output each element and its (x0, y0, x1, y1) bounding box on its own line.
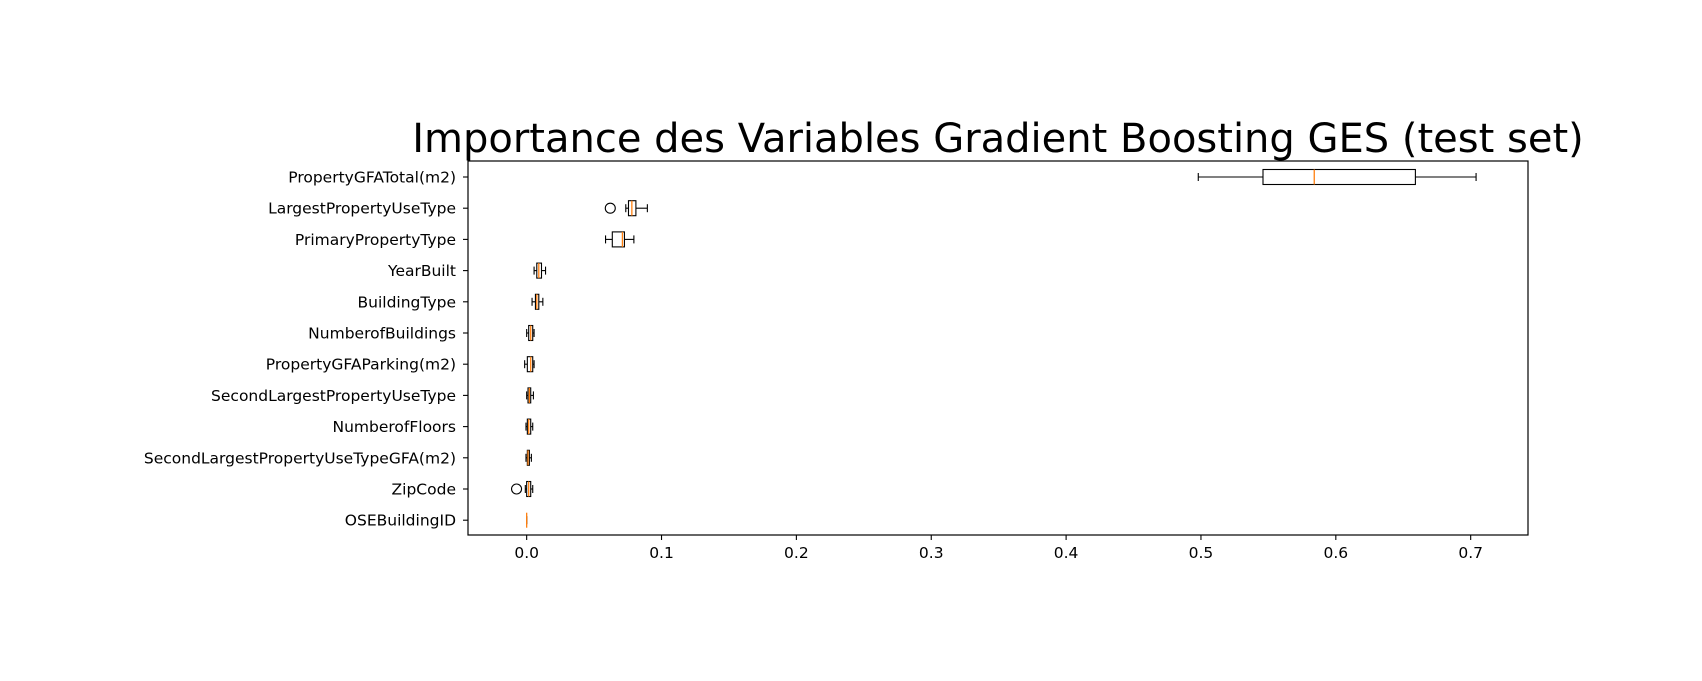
y-tick-label: PrimaryPropertyType (295, 231, 456, 249)
x-tick-label: 0.1 (649, 544, 674, 562)
outlier-point (510, 483, 523, 495)
x-tick-label: 0.7 (1458, 544, 1483, 562)
y-tick-label: PropertyGFAParking(m2) (266, 356, 456, 374)
y-tick-label: ZipCode (392, 481, 456, 499)
x-tick-label: 0.4 (1054, 544, 1079, 562)
y-tick-label: NumberofBuildings (308, 325, 456, 343)
x-tick-label: 0.5 (1189, 544, 1214, 562)
y-tick-label: SecondLargestPropertyUseTypeGFA(m2) (144, 449, 456, 467)
plot-area: 0.0 0.1 0.2 0.3 0.4 0.5 0.6 0.7 PropertyGFATotal… (144, 160, 1529, 562)
box-iqr (611, 231, 625, 248)
y-tick-label: SecondLargestPropertyUseType (211, 387, 456, 405)
x-tick-label: 0.2 (784, 544, 809, 562)
plot-frame (467, 160, 1529, 536)
box-iqr (1262, 168, 1416, 186)
y-tick-label: OSEBuildingID (345, 512, 456, 530)
x-tick-label: 0.6 (1323, 544, 1348, 562)
y-tick-label: PropertyGFATotal(m2) (288, 169, 456, 187)
y-tick-label: NumberofFloors (332, 418, 456, 436)
y-tick-label: YearBuilt (387, 262, 456, 280)
outlier-point (604, 202, 616, 214)
y-tick-label: LargestPropertyUseType (268, 200, 456, 218)
box-iqr (526, 356, 534, 373)
x-tick-label: 0.0 (514, 544, 539, 562)
y-tick-label: BuildingType (358, 293, 456, 311)
chart-title: Importance des Variables Gradient Boosti… (412, 116, 1584, 162)
x-tick-label: 0.3 (919, 544, 944, 562)
